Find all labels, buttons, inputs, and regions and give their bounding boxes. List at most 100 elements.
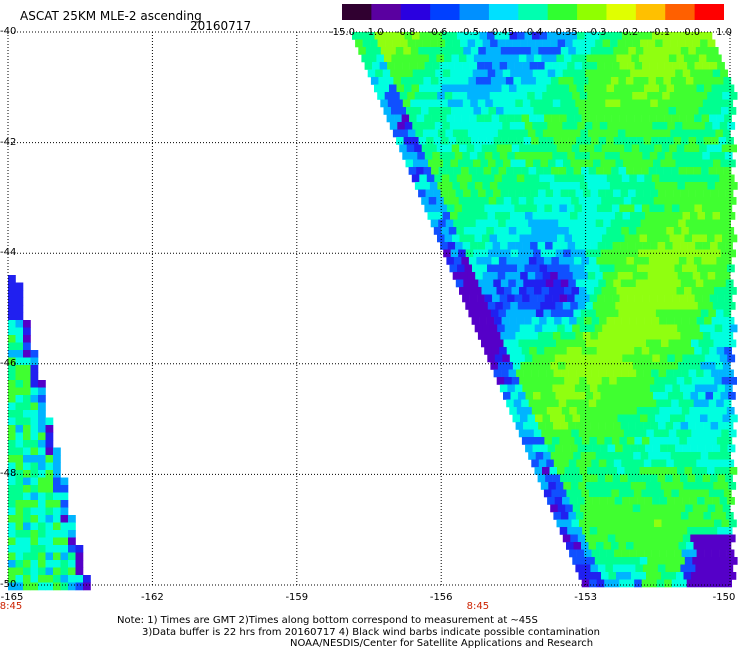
swath-cell — [493, 279, 502, 288]
swath-cell — [493, 189, 501, 198]
swath-cell — [508, 137, 517, 145]
swath-cell — [574, 347, 582, 355]
swath-cell — [649, 527, 658, 535]
swath-cell — [620, 47, 629, 55]
swath-cell — [53, 552, 61, 561]
swath-cell — [599, 84, 607, 93]
swath-cell — [479, 32, 488, 40]
swath-cell — [714, 377, 722, 385]
swath-cell — [685, 309, 694, 318]
swath-cell — [30, 500, 39, 508]
swath-cell — [568, 189, 576, 198]
swath-cell — [527, 324, 535, 333]
swath-cell — [591, 174, 600, 183]
swath-cell — [665, 564, 674, 573]
swath-cell — [698, 107, 707, 115]
swath-cell — [38, 492, 46, 501]
swath-cell — [482, 92, 490, 100]
swath-cell — [662, 557, 671, 565]
swath-cell — [612, 62, 620, 70]
swath-cell — [504, 234, 513, 243]
swath-cell — [440, 47, 449, 55]
swath-cell — [442, 212, 451, 220]
swath-cell — [496, 287, 505, 295]
swath-cell — [8, 387, 16, 396]
swath-cell — [670, 39, 678, 48]
swath-cell — [630, 302, 639, 310]
swath-cell — [554, 497, 563, 505]
swath-cell — [621, 317, 630, 325]
swath-cell — [571, 429, 580, 438]
swath-cell — [686, 204, 695, 213]
swath-cell — [660, 69, 668, 78]
swath-cell — [445, 219, 454, 228]
swath-cell — [661, 572, 669, 580]
swath-cell — [724, 294, 733, 303]
swath-cell — [555, 69, 563, 78]
swath-cell — [449, 174, 458, 183]
swath-cell — [721, 339, 729, 348]
swath-cell — [709, 294, 718, 303]
swath-cell — [687, 99, 696, 108]
swath-cell — [45, 522, 54, 531]
swath-cell — [53, 507, 61, 516]
swath-cell — [589, 204, 598, 213]
swath-cell — [548, 429, 557, 438]
swath-cell — [565, 414, 573, 423]
swath-cell — [556, 54, 565, 63]
swath-cell — [698, 197, 707, 205]
swath-cell — [566, 542, 574, 550]
swath-cell — [635, 47, 644, 55]
swath-cell — [612, 99, 621, 108]
swath-cell — [23, 545, 31, 553]
swath-cell — [587, 414, 596, 423]
swath-cell — [436, 144, 445, 153]
swath-cell — [655, 129, 664, 138]
swath-cell — [616, 377, 625, 385]
swath-cell — [608, 249, 616, 258]
swath-cell — [564, 377, 572, 385]
swath-cell — [661, 144, 670, 153]
swath-cell — [556, 197, 564, 205]
swath-cell — [15, 312, 24, 321]
swath-cell — [580, 129, 589, 138]
swath-cell — [483, 309, 492, 318]
swath-cell — [713, 249, 721, 258]
swath-cell — [614, 549, 622, 558]
swath-cell — [414, 144, 422, 153]
swath-cell — [659, 354, 668, 363]
swath-cell — [23, 492, 31, 501]
swath-cell — [649, 204, 658, 213]
swath-cell — [673, 369, 682, 378]
swath-cell — [401, 114, 410, 123]
swath-cell — [683, 249, 691, 258]
swath-cell — [725, 564, 734, 573]
swath-cell — [603, 309, 612, 318]
swath-cell — [30, 530, 39, 538]
swath-cell — [726, 549, 735, 558]
swath-cell — [648, 219, 656, 228]
swath-cell — [375, 69, 383, 78]
swath-cell — [475, 129, 484, 138]
swath-cell — [643, 189, 651, 198]
swath-cell — [576, 227, 585, 235]
swath-cell — [720, 392, 729, 400]
swath-cell — [15, 507, 24, 516]
swath-cell — [414, 92, 423, 100]
swath-cell — [698, 159, 706, 168]
swath-cell — [432, 152, 441, 160]
swath-cell — [457, 69, 466, 78]
swath-cell — [38, 402, 46, 411]
swath-cell — [623, 54, 632, 63]
swath-cell — [377, 39, 386, 48]
swath-cell — [690, 212, 698, 220]
swath-cell — [674, 407, 683, 415]
swath-cell — [497, 234, 505, 243]
swath-cell — [697, 32, 705, 40]
swath-cell — [452, 39, 461, 48]
swath-cell — [521, 257, 530, 265]
swath-cell — [723, 489, 732, 498]
swath-cell — [719, 549, 727, 558]
swath-cell — [579, 234, 588, 243]
swath-time-label: 8:45 — [0, 601, 23, 612]
